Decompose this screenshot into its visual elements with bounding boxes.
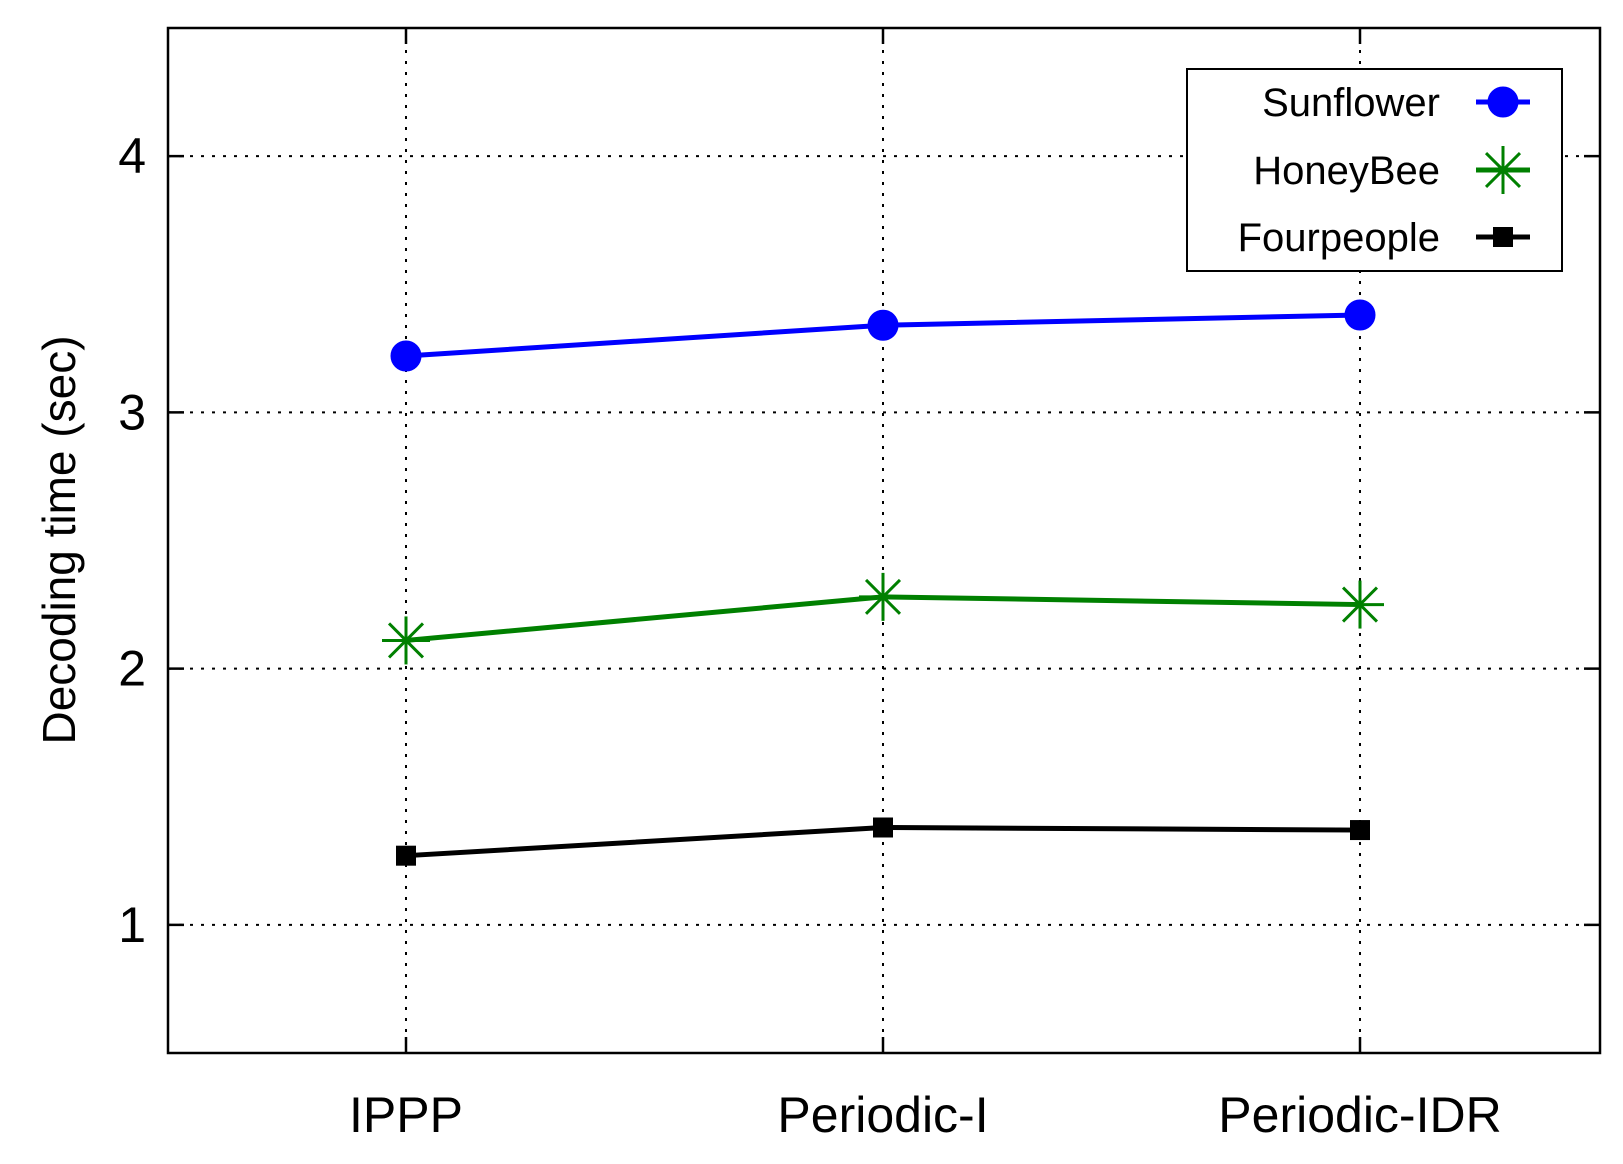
data-point-asterisk [382,616,430,665]
asterisk-stroke [1341,586,1379,623]
x-tick-label: Periodic-IDR [1218,1087,1501,1143]
data-point-asterisk [1336,580,1384,629]
data-point-square [1493,227,1513,247]
asterisk-stroke [387,622,425,659]
x-tick-label: IPPP [349,1087,463,1143]
y-tick-label: 1 [118,897,146,953]
series-group [382,299,1384,866]
legend-label: Sunflower [1262,81,1440,125]
axis-ticks: 1 2 3 4 IPPP Periodic-I Periodic-IDR [118,28,1600,1143]
legend-label: Fourpeople [1238,216,1440,260]
data-point-asterisk [859,572,907,621]
y-tick-label: 2 [118,641,146,697]
series-honeybee [382,572,1384,665]
y-tick-label: 3 [118,384,146,440]
asterisk-stroke [1484,151,1522,189]
asterisk-stroke [864,578,902,615]
legend-label: HoneyBee [1253,149,1440,193]
x-tick-label: Periodic-I [777,1087,988,1143]
series-sunflower [390,299,1376,372]
grid-lines [168,28,1600,1053]
data-point-square [873,817,893,838]
y-tick-label: 4 [118,128,146,184]
data-point-circle [1344,299,1376,331]
data-point-square [1350,820,1370,841]
data-point-circle [867,309,899,341]
data-point-circle [1487,86,1519,118]
data-point-asterisk [1479,146,1527,194]
data-point-circle [390,340,422,372]
legend-entry: Fourpeople [1238,216,1530,260]
y-axis-label: Decoding time (sec) [33,335,85,744]
legend-entry: Sunflower [1262,81,1530,125]
data-point-square [396,845,416,866]
legend-entry: HoneyBee [1253,146,1530,194]
series-fourpeople [396,817,1370,866]
legend: Sunflower HoneyBee Fourpeople [1186,68,1563,272]
